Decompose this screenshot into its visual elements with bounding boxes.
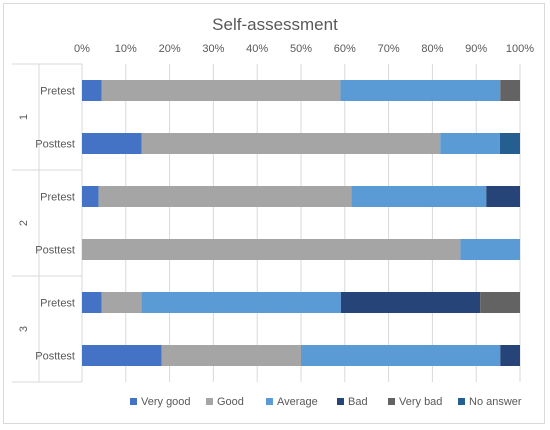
bar-segment-very-bad bbox=[480, 292, 520, 313]
legend-label: Average bbox=[277, 396, 318, 408]
x-tick-label: 0% bbox=[74, 43, 90, 55]
x-tick-label: 20% bbox=[159, 43, 181, 55]
bar-segment-average bbox=[340, 80, 501, 101]
row-label: Pretest bbox=[40, 298, 75, 310]
x-tick-label: 50% bbox=[290, 43, 312, 55]
bar-segment-average bbox=[440, 133, 500, 154]
chart-svg: Self-assessment 0% 10% 20% 30% 40% 50% 60% 70% 8… bbox=[12, 15, 534, 408]
grid-layer bbox=[81, 64, 521, 382]
legend-label: Very bad bbox=[399, 396, 442, 408]
x-tick-label: 30% bbox=[202, 43, 224, 55]
tick-labels: 0% 10% 20% 30% 40% 50% 60% 70% 80% 90% 100% bbox=[74, 43, 534, 55]
group-label: 3 bbox=[18, 326, 30, 332]
row-label: Posttest bbox=[35, 351, 75, 363]
row-label: Pretest bbox=[40, 192, 75, 204]
bar-segment-bad bbox=[500, 345, 520, 366]
bar-segment-good bbox=[98, 186, 352, 207]
row-label: Posttest bbox=[35, 245, 75, 257]
x-tick-label: 60% bbox=[334, 43, 356, 55]
legend-label: Good bbox=[217, 396, 244, 408]
legend-label: Bad bbox=[348, 396, 368, 408]
chart-title: Self-assessment bbox=[212, 15, 338, 34]
bar-segment-very-good bbox=[82, 133, 142, 154]
x-tick-label: 70% bbox=[378, 43, 400, 55]
x-tick-label: 40% bbox=[246, 43, 268, 55]
group-label: 2 bbox=[18, 220, 30, 226]
legend-swatch bbox=[206, 398, 213, 405]
bar-segment-very-good bbox=[82, 292, 102, 313]
x-tick-label: 100% bbox=[506, 43, 534, 55]
legend-swatch bbox=[337, 398, 344, 405]
bar-segment-very-good bbox=[82, 345, 162, 366]
bar-segment-average bbox=[460, 239, 520, 260]
bar-segment-average bbox=[351, 186, 487, 207]
bar-segment-average bbox=[301, 345, 501, 366]
bar-segment-good bbox=[101, 80, 341, 101]
legend-swatch bbox=[458, 398, 465, 405]
bar-segment-good bbox=[101, 292, 142, 313]
legend-swatch bbox=[266, 398, 273, 405]
group-label: 1 bbox=[18, 114, 30, 120]
row-label: Posttest bbox=[35, 139, 75, 151]
bar-segment-no-answer bbox=[499, 133, 520, 154]
chart-frame: Self-assessment 0% 10% 20% 30% 40% 50% 60% 70% 8… bbox=[3, 3, 545, 424]
x-tick-label: 80% bbox=[421, 43, 443, 55]
x-tick-label: 90% bbox=[465, 43, 487, 55]
bars-layer bbox=[82, 80, 520, 366]
bar-segment-good bbox=[141, 133, 441, 154]
legend-swatch bbox=[388, 398, 395, 405]
legend-label: No answer bbox=[469, 396, 522, 408]
category-axis: 1 Pretest Posttest 2 Pretest Posttest 3 Pretest… bbox=[12, 63, 83, 383]
bar-segment-bad bbox=[486, 186, 520, 207]
bar-segment-average bbox=[141, 292, 341, 313]
legend-label: Very good bbox=[141, 396, 191, 408]
legend: Very good Good Average Bad Very bad No answer bbox=[130, 396, 522, 408]
bar-segment-very-good bbox=[82, 80, 102, 101]
x-tick-label: 10% bbox=[115, 43, 137, 55]
bar-segment-bad bbox=[340, 292, 481, 313]
bar-segment-good bbox=[82, 239, 461, 260]
bar-segment-very-good bbox=[82, 186, 99, 207]
bar-segment-good bbox=[161, 345, 301, 366]
legend-swatch bbox=[130, 398, 137, 405]
row-label: Pretest bbox=[40, 86, 75, 98]
bar-segment-very-bad bbox=[500, 80, 520, 101]
